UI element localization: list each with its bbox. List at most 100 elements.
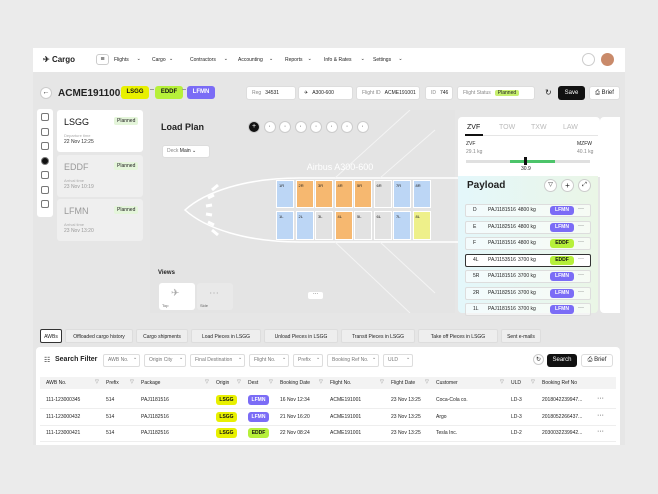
filter-field[interactable]: AWB No. bbox=[103, 354, 140, 367]
nav-item[interactable]: Contractors bbox=[190, 57, 216, 63]
filter-button[interactable]: ▽ bbox=[544, 179, 557, 192]
column-filter[interactable]: ▽ bbox=[500, 379, 504, 385]
view-thumb[interactable]: ✈ Top bbox=[159, 283, 195, 310]
back-button[interactable]: ← bbox=[40, 87, 52, 99]
payload-row[interactable]: 5R PAJ1181516 3700 kg LFMN ··· bbox=[465, 270, 591, 283]
nav-item[interactable]: Info & Rates bbox=[324, 57, 352, 63]
flight-field[interactable]: Flight Status Planned bbox=[457, 86, 535, 100]
view-thumb[interactable]: ⋯ Side bbox=[197, 283, 233, 310]
filter-brief-button[interactable]: ⎙ Brief bbox=[581, 354, 613, 367]
column-filter[interactable]: ▽ bbox=[95, 379, 99, 385]
more-button[interactable]: ··· bbox=[308, 292, 323, 299]
uld-cell[interactable]: 6L bbox=[373, 211, 392, 240]
filter-field[interactable]: Final Destination bbox=[190, 354, 245, 367]
row-more[interactable]: ··· bbox=[597, 428, 604, 435]
uld-cell[interactable]: 8L bbox=[412, 211, 431, 240]
payload-row[interactable]: D PAJ1181516 4800 kg LFMN ··· bbox=[465, 204, 591, 217]
flight-field[interactable]: ✈ A300-600 bbox=[298, 86, 353, 100]
side-icon[interactable] bbox=[41, 171, 49, 179]
uld-cell[interactable]: 3R bbox=[315, 180, 333, 208]
tool-button[interactable]: · bbox=[294, 121, 307, 133]
tool-button[interactable]: · bbox=[310, 121, 322, 133]
column-header[interactable]: Prefix bbox=[106, 380, 119, 386]
add-button[interactable]: + bbox=[561, 179, 574, 192]
uld-cell[interactable]: 1L bbox=[276, 211, 294, 240]
tool-button[interactable]: · bbox=[325, 121, 338, 133]
leg-card[interactable]: LFMN Planned Arrival time 23 Nov 13:20 bbox=[57, 199, 143, 241]
tab[interactable]: Unload Pieces in LSGG bbox=[264, 329, 338, 343]
payload-row[interactable]: 4L PAJ1153516 3700 kg EDDF ··· bbox=[465, 253, 591, 267]
uld-cell[interactable]: 6R bbox=[373, 180, 392, 208]
column-header[interactable]: AWB No. bbox=[46, 380, 67, 386]
side-icon[interactable] bbox=[41, 200, 49, 208]
weight-tab[interactable]: LAW bbox=[563, 124, 578, 131]
reset-button[interactable]: ↻ bbox=[533, 354, 544, 365]
column-header[interactable]: Booking Ref No bbox=[542, 380, 578, 386]
filter-field[interactable]: Booking Ref No. bbox=[327, 354, 379, 367]
uld-cell[interactable]: 2L bbox=[295, 211, 314, 240]
refresh-button[interactable]: ↻ bbox=[545, 88, 552, 97]
column-filter[interactable]: ▽ bbox=[531, 379, 535, 385]
payload-more[interactable]: ··· bbox=[578, 272, 584, 278]
nav-item[interactable]: Reports bbox=[285, 57, 303, 63]
payload-row[interactable]: 1L PAJ1181516 3700 kg LFMN ··· bbox=[465, 303, 591, 316]
tab[interactable]: Sent e-mails bbox=[501, 329, 541, 343]
tool-button[interactable]: · bbox=[263, 121, 276, 133]
flight-field[interactable]: ID 746 bbox=[425, 86, 453, 100]
payload-more[interactable]: ··· bbox=[578, 222, 584, 229]
payload-more[interactable]: ··· bbox=[578, 288, 584, 295]
row-more[interactable]: ··· bbox=[597, 411, 604, 419]
search-button[interactable]: Search bbox=[547, 354, 577, 367]
uld-cell[interactable]: 7R bbox=[393, 180, 411, 208]
leg-card[interactable]: EDDF Planned Arrival time 23 Nov 10:19 bbox=[57, 154, 143, 197]
side-icon[interactable] bbox=[41, 156, 49, 165]
avatar[interactable] bbox=[601, 53, 614, 66]
column-header[interactable]: ULD bbox=[511, 380, 522, 386]
weight-tab[interactable]: ZVF bbox=[467, 124, 481, 131]
tool-button[interactable]: + bbox=[248, 121, 260, 133]
filter-field[interactable]: Prefix bbox=[293, 354, 323, 367]
tool-button[interactable]: · bbox=[341, 121, 353, 133]
tool-button[interactable]: · bbox=[356, 121, 369, 133]
payload-row[interactable]: 2R PAJ1182516 3700 kg LFMN ··· bbox=[465, 286, 591, 300]
uld-cell[interactable]: 7L bbox=[393, 211, 411, 240]
uld-cell[interactable]: 5L bbox=[354, 211, 372, 240]
column-header[interactable]: Flight Date bbox=[391, 380, 416, 386]
menu-button[interactable]: ≡ bbox=[96, 54, 109, 65]
uld-cell[interactable]: 2R bbox=[295, 180, 314, 208]
nav-item[interactable]: Settings bbox=[373, 57, 392, 63]
column-header[interactable]: Dest bbox=[248, 380, 259, 386]
weight-tab[interactable]: TXW bbox=[531, 124, 547, 131]
side-icon[interactable] bbox=[41, 185, 49, 194]
column-filter[interactable]: ▽ bbox=[237, 379, 241, 385]
tab[interactable]: Cargo shipments bbox=[136, 329, 188, 343]
brand[interactable]: ✈ Cargo bbox=[43, 55, 76, 64]
uld-cell[interactable]: 8R bbox=[412, 180, 431, 208]
column-filter[interactable]: ▽ bbox=[205, 379, 209, 385]
side-icon[interactable] bbox=[41, 142, 49, 150]
filter-field[interactable]: Origin City bbox=[144, 354, 186, 367]
nav-item[interactable]: Flights bbox=[114, 57, 129, 63]
payload-more[interactable]: ··· bbox=[578, 305, 584, 311]
column-filter[interactable]: ▽ bbox=[319, 379, 323, 385]
uld-cell[interactable]: 4R bbox=[334, 180, 353, 208]
tab[interactable]: Transit Pieces in LSGG bbox=[341, 329, 415, 343]
column-header[interactable]: Customer bbox=[436, 380, 458, 386]
payload-more[interactable]: ··· bbox=[578, 255, 584, 262]
uld-cell[interactable]: 4L bbox=[334, 211, 353, 240]
column-header[interactable]: Booking Date bbox=[280, 380, 311, 386]
weight-tab[interactable]: TOW bbox=[499, 124, 516, 131]
flight-field[interactable]: Flight ID ACME191001 bbox=[356, 86, 420, 100]
settings-button[interactable] bbox=[582, 53, 595, 66]
column-filter[interactable]: ▽ bbox=[380, 379, 384, 385]
column-filter[interactable]: ▽ bbox=[130, 379, 134, 385]
column-filter[interactable]: ▽ bbox=[269, 379, 273, 385]
column-header[interactable]: Package bbox=[141, 380, 161, 386]
column-header[interactable]: Flight No. bbox=[330, 380, 352, 386]
uld-cell[interactable]: 5R bbox=[354, 180, 372, 208]
leg-card[interactable]: LSGG Planned Departure time 22 Nov 12:25 bbox=[57, 110, 143, 152]
deck-select[interactable]: Deck Main ⌄ bbox=[162, 145, 210, 158]
payload-row[interactable]: F PAJ1181516 4800 kg EDDF ··· bbox=[465, 237, 591, 250]
tool-button[interactable]: · bbox=[279, 121, 291, 133]
side-icon[interactable] bbox=[41, 127, 49, 136]
